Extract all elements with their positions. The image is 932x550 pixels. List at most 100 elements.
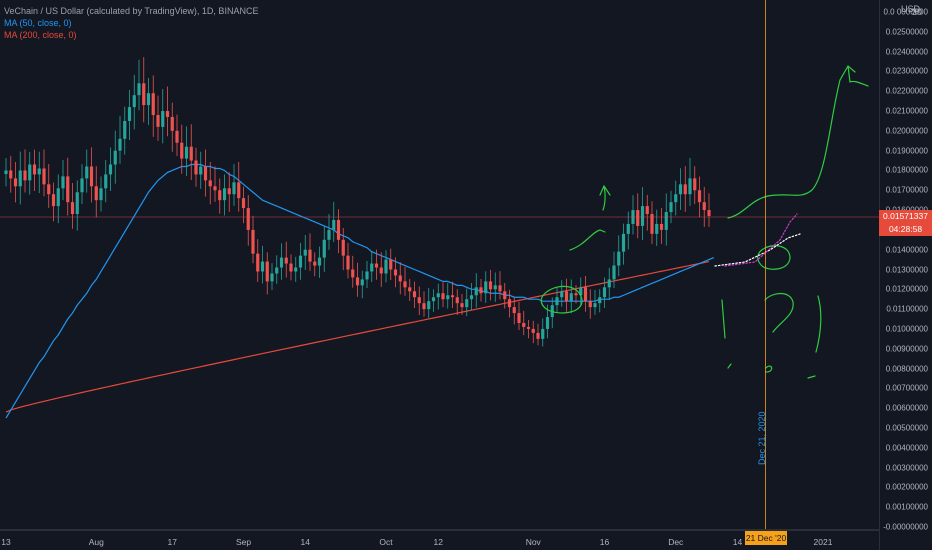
candle-body (417, 297, 421, 304)
candle-body (455, 297, 459, 304)
price-axis-tick: 0.01900000 (885, 146, 928, 156)
time-axis-tick: Dec (668, 537, 684, 547)
candle-body (697, 190, 702, 203)
candles-layer (4, 57, 711, 347)
ma200-line (5, 260, 710, 413)
symbol-title[interactable]: VeChain / US Dollar (calculated by Tradi… (4, 6, 259, 16)
candle-body (469, 295, 474, 300)
circle-drawing (540, 285, 583, 314)
candle-body (593, 303, 597, 308)
candle-body (66, 176, 70, 203)
candle-body (317, 257, 322, 266)
candle-body (232, 182, 236, 195)
candle-body (617, 251, 621, 266)
axis-top-value: 30 (912, 7, 923, 17)
candle-body (374, 263, 379, 268)
candle-body (156, 115, 160, 127)
candle-body (32, 164, 37, 175)
candle-body (123, 120, 127, 139)
candle-body (583, 287, 588, 302)
small-arrow-drawing (569, 184, 611, 251)
candle-body (398, 275, 402, 282)
current-price-badge: 0.01571337 (879, 210, 932, 223)
candle-body (441, 293, 445, 300)
arrow-up-drawing (727, 65, 869, 219)
price-axis-tick: 0.0 0000000 (883, 7, 929, 17)
candle-body (161, 111, 165, 127)
time-axis-tick: Sep (235, 537, 252, 547)
candle-body (702, 202, 706, 211)
candle-body (94, 186, 98, 201)
price-axis-tick: 0.00100000 (885, 502, 928, 512)
price-axis-tick: 0.00800000 (885, 364, 928, 374)
candle-body (450, 295, 455, 298)
candle-body (560, 291, 564, 298)
candle-body (707, 210, 711, 217)
ma50-legend[interactable]: MA (50, close, 0) (4, 18, 72, 28)
candle-body (678, 184, 683, 195)
candle-body (175, 130, 179, 143)
candle-body (626, 223, 630, 234)
chart-legend[interactable]: VeChain / US Dollar (calculated by Tradi… (4, 5, 258, 41)
candle-body (664, 212, 668, 230)
candle-body (579, 287, 583, 296)
candle-body (588, 301, 592, 308)
candle-body (550, 305, 554, 318)
candle-body (488, 281, 493, 290)
candle-body (602, 287, 607, 298)
candle-body (4, 170, 8, 175)
candle-body (80, 178, 84, 193)
candle-body (23, 170, 27, 181)
price-axis-tick: 0.00600000 (885, 403, 928, 413)
time-axis-tick: 14 (732, 537, 743, 547)
candle-body (260, 261, 265, 272)
candle-body (526, 326, 531, 329)
question-mark-drawing (721, 292, 822, 379)
price-axis-tick: 0.01200000 (885, 284, 928, 294)
crosshair-vertical-line (765, 0, 766, 530)
candle-body (180, 142, 184, 159)
ma200-path (5, 260, 710, 413)
candle-body (303, 249, 307, 256)
candle-body (384, 259, 388, 274)
candle-body (218, 190, 222, 201)
currency-label[interactable]: USD (901, 4, 921, 14)
candle-body (683, 184, 687, 195)
candle-body (332, 219, 336, 230)
candle-body (241, 198, 246, 209)
time-axis-tick: 2021 (813, 537, 833, 547)
candle-body (275, 267, 279, 274)
price-axis-tick: 0.01400000 (885, 245, 928, 255)
ma50-path (5, 163, 714, 419)
candle-body (70, 202, 75, 215)
candle-body (674, 194, 678, 203)
candle-body (194, 160, 198, 175)
price-axis[interactable]: 0.0 0000000 0.02500000 0.02400000 0.0230000… (879, 0, 932, 550)
candle-body (61, 176, 65, 189)
candle-body (541, 328, 545, 339)
candle-body (270, 273, 274, 282)
price-axis-tick: 0.00700000 (885, 383, 928, 393)
candle-body (351, 269, 355, 278)
candle-body (650, 214, 654, 234)
candle-body (436, 293, 440, 298)
candle-body (9, 170, 13, 179)
candle-body (355, 277, 360, 286)
candle-body (184, 146, 189, 159)
candle-body (284, 257, 288, 264)
candle-body (612, 265, 616, 280)
candle-body (47, 184, 51, 195)
time-axis[interactable]: 13 Aug 17 Sep 14 Oct 12 Nov 16 Dec 14 2021 (0, 530, 879, 550)
candle-body (341, 239, 345, 256)
candle-body (189, 146, 193, 161)
price-axis-tick: 0.02400000 (885, 47, 928, 57)
candle-body (28, 164, 32, 181)
ma200-legend[interactable]: MA (200, close, 0) (4, 30, 77, 40)
candle-body (13, 178, 18, 187)
candle-body (431, 297, 436, 302)
candle-body (170, 116, 174, 131)
price-axis-tick: 0.00500000 (885, 423, 928, 433)
magenta-projection-dots (724, 213, 798, 267)
